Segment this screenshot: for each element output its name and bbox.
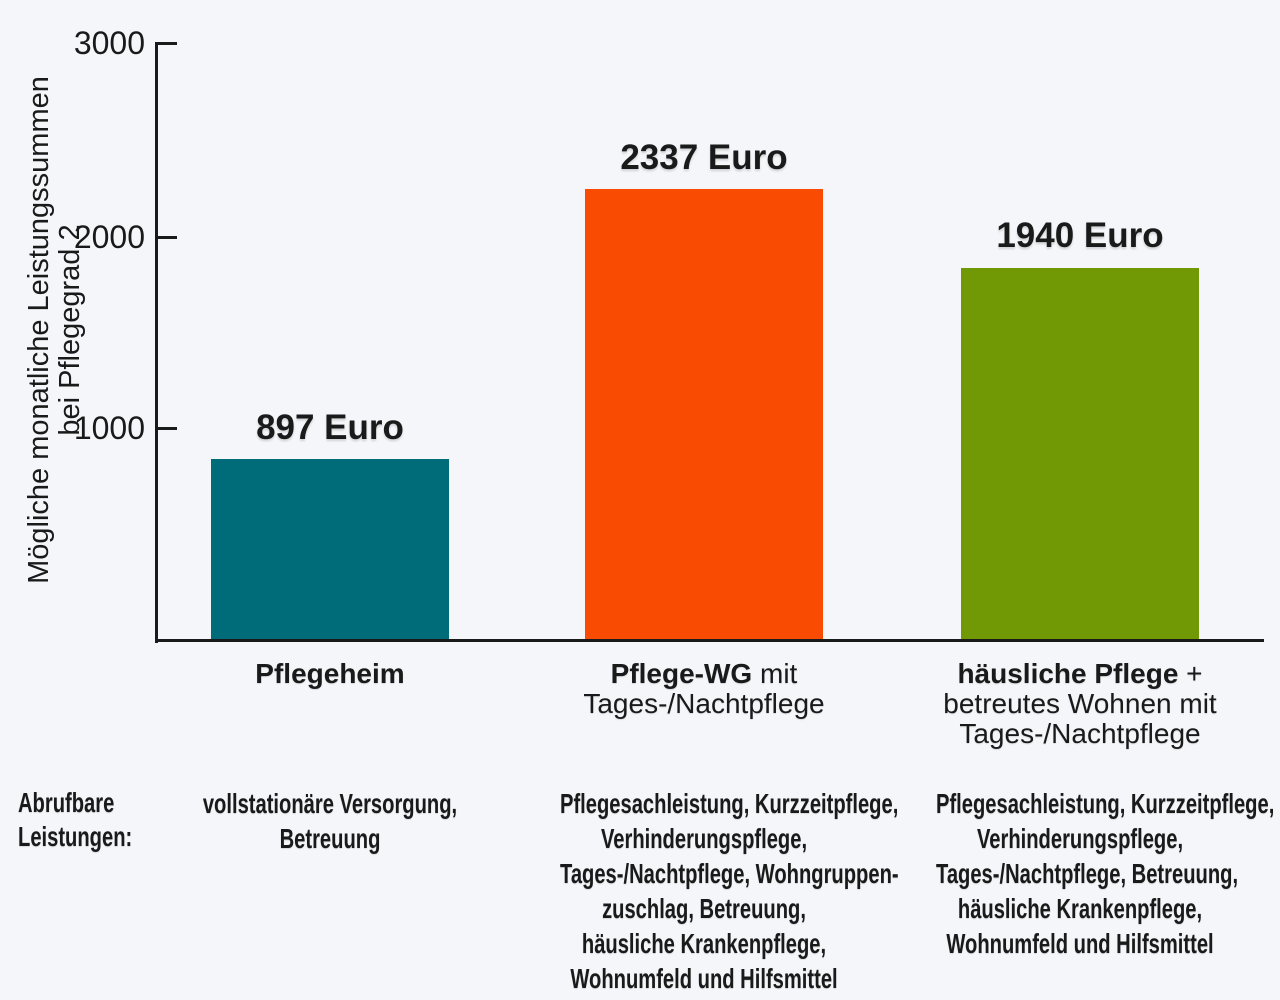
service-item: Wohnumfeld und Hilfsmittel xyxy=(570,963,838,994)
value-label-pflegeheim: 897 Euro xyxy=(256,408,404,447)
category-line: Pflege-WG mit xyxy=(610,658,798,689)
value-label-haeusliche-pflege: 1940 Euro xyxy=(996,216,1164,255)
services-list-haeusliche-pflege: Pflegesachleistung, Kurzzeitpflege, Verh… xyxy=(936,786,1275,961)
y-tick-label-2000: 2000 xyxy=(73,219,145,255)
y-axis-title-line2: bei Pflegegrad 2 xyxy=(54,224,86,436)
value-label-pflege-wg: 2337 Euro xyxy=(620,138,788,177)
y-tick-3000 xyxy=(155,42,177,45)
service-item: Pflegesachleistung, Kurzzeitpflege, xyxy=(936,788,1275,819)
service-item: häusliche Krankenpflege, xyxy=(581,928,827,959)
services-heading-line1: Abrufbare xyxy=(18,787,115,818)
category-label-haeusliche-pflege: häusliche Pflege + betreutes Wohnen mit … xyxy=(890,659,1270,749)
service-item: Tages-/Nachtpflege, Betreuung, xyxy=(936,858,1239,889)
y-axis-line xyxy=(155,42,158,643)
y-tick-2000 xyxy=(155,236,177,239)
service-item: Betreuung xyxy=(279,823,381,854)
services-list-pflegeheim: vollstationäre Versorgung, Betreuung xyxy=(186,786,474,856)
services-list-pflege-wg: Pflegesachleistung, Kurzzeitpflege, Verh… xyxy=(560,786,899,996)
y-axis-title-line1: Mögliche monatliche Leistungssummen xyxy=(23,76,55,584)
y-tick-1000 xyxy=(155,427,177,430)
y-axis-title: Mögliche monatliche Leistungssummen bei … xyxy=(23,20,86,640)
service-item: häusliche Krankenpflege, xyxy=(957,893,1203,924)
bar-haeusliche-pflege xyxy=(961,268,1199,640)
category-line: Tages-/Nachtpflege xyxy=(959,718,1201,749)
y-tick-label-1000: 1000 xyxy=(73,410,145,446)
category-line: Tages-/Nachtpflege xyxy=(583,688,825,719)
category-label-pflege-wg: Pflege-WG mit Tages-/Nachtpflege xyxy=(514,659,894,719)
services-heading-line2: Leistungen: xyxy=(18,821,133,852)
bar-pflege-wg xyxy=(585,189,823,640)
y-tick-label-3000: 3000 xyxy=(73,25,145,61)
category-line: betreutes Wohnen mit xyxy=(943,688,1217,719)
service-item: Wohnumfeld und Hilfsmittel xyxy=(946,928,1214,959)
category-label-pflegeheim: Pflegeheim xyxy=(140,659,520,689)
bar-pflegeheim xyxy=(211,459,449,640)
service-item: vollstationäre Versorgung, xyxy=(202,788,458,819)
service-item: Pflegesachleistung, Kurzzeitpflege, xyxy=(560,788,899,819)
services-heading: Abrufbare Leistungen: xyxy=(18,786,132,854)
category-line: Pflegeheim xyxy=(255,658,405,689)
service-item: zuschlag, Betreuung, xyxy=(602,893,806,924)
service-item: Verhinderungspflege, xyxy=(976,823,1184,854)
x-axis-line xyxy=(155,639,1264,642)
service-item: Verhinderungspflege, xyxy=(600,823,808,854)
service-item: Tages-/Nachtpflege, Wohngruppen- xyxy=(560,858,899,889)
category-line: häusliche Pflege + xyxy=(957,658,1203,689)
